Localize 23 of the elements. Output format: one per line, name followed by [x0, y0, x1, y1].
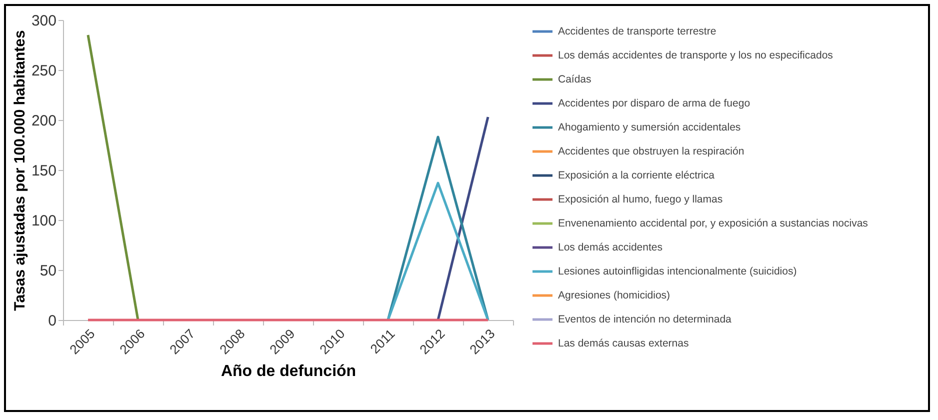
y-tick-label: 100: [31, 212, 56, 230]
legend-label: Eventos de intención no determinada: [558, 314, 732, 326]
y-axis-title: Tasas ajustadas por 100.000 habitantes: [11, 30, 28, 311]
legend-label: Las demás causas externas: [558, 338, 689, 350]
x-axis-title: Año de defunción: [220, 363, 356, 380]
y-tick-label: 50: [40, 262, 56, 280]
legend-label: Accidentes por disparo de arma de fuego: [558, 98, 750, 110]
legend-label: Los demás accidentes: [558, 242, 662, 254]
y-tick-label: 300: [31, 12, 56, 30]
legend-label: Accidentes que obstruyen la respiración: [558, 146, 744, 158]
legend-label: Agresiones (homicidios): [558, 290, 670, 302]
legend-label: Accidentes de transporte terrestre: [558, 26, 716, 38]
y-tick-label: 150: [31, 162, 56, 180]
legend-label: Ahogamiento y sumersión accidentales: [558, 122, 741, 134]
legend-label: Exposición al humo, fuego y llamas: [558, 194, 723, 206]
y-tick-label: 200: [31, 112, 56, 130]
legend-label: Exposición a la corriente eléctrica: [558, 170, 715, 182]
legend-label: Envenenamiento accidental por, y exposición a sustancias nocivas: [558, 218, 868, 230]
legend-label: Los demás accidentes de transporte y los no especificados: [558, 50, 833, 62]
y-tick-label: 250: [31, 62, 56, 80]
y-tick-label: 0: [48, 312, 56, 330]
legend-label: Caídas: [558, 74, 592, 86]
legend-label: Lesiones autoinfligidas intencionalmente (suicidios): [558, 266, 797, 278]
